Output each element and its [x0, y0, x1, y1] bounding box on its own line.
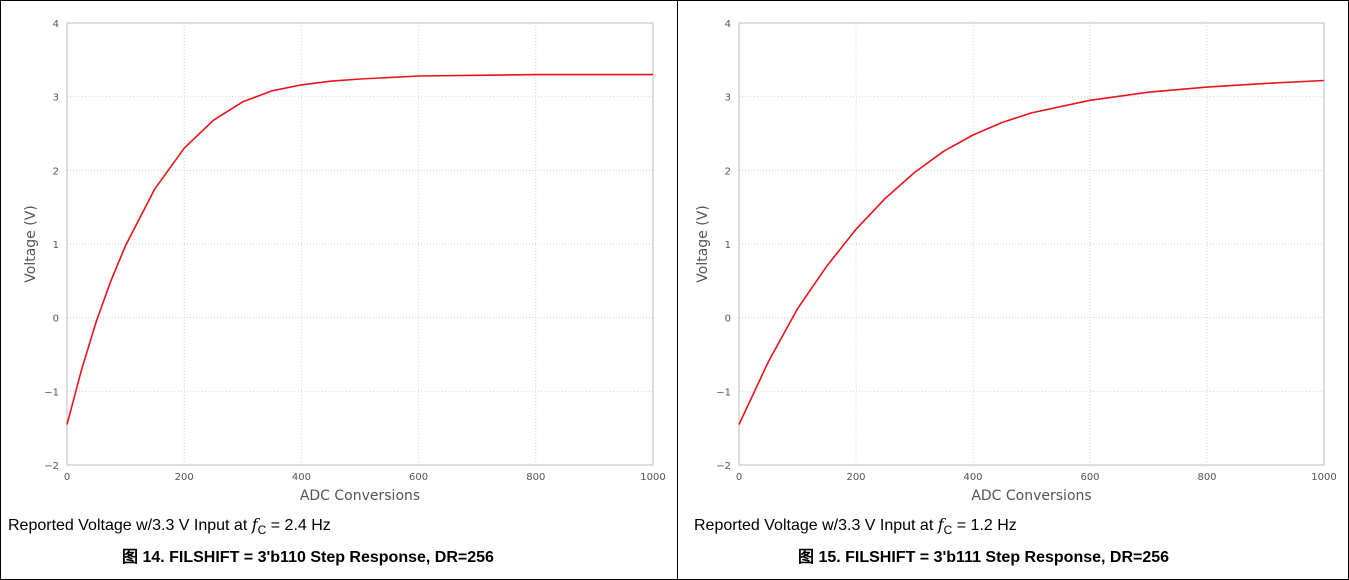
fc-subscript: C — [257, 523, 267, 538]
y-tick-label: 3 — [53, 93, 59, 104]
figure-title-left: 图 14. FILSHIFT = 3'b110 Step Response, D… — [122, 549, 494, 566]
caption-suffix: = 1.2 Hz — [952, 517, 1017, 534]
x-tick-label: 1000 — [1311, 472, 1336, 483]
y-axis-label: Voltage (V) — [23, 205, 39, 282]
plot-frame — [66, 22, 654, 466]
plot-frame — [738, 22, 1325, 466]
x-tick-label: 600 — [409, 472, 428, 483]
y-tick-label: 0 — [53, 314, 59, 325]
x-tick-label: 1000 — [640, 472, 665, 483]
y-tick-label: −2 — [716, 461, 731, 472]
y-tick-label: −1 — [44, 387, 59, 398]
y-tick-label: −1 — [716, 387, 731, 398]
figure-title-right: 图 15. FILSHIFT = 3'b111 Step Response, D… — [798, 549, 1170, 566]
x-axis-label: ADC Conversions — [971, 488, 1091, 504]
x-tick-label: 400 — [292, 472, 311, 483]
x-tick-label: 800 — [526, 472, 545, 483]
fc-symbol: f — [251, 515, 258, 534]
series-line — [738, 79, 1325, 425]
y-axis-label: Voltage (V) — [695, 205, 711, 282]
chart-right: 0 200 400 600 800 1000 4 3 2 1 0 −1 −2 ADC Conversion… — [695, 19, 1337, 504]
y-tick-label: 3 — [725, 93, 731, 104]
y-tick-label: 4 — [725, 19, 731, 30]
chart-panel-left: 0 200 400 600 800 1000 4 3 2 1 0 −1 −2 ADC Conversion… — [8, 19, 666, 566]
chart-left: 0 200 400 600 800 1000 4 3 2 1 0 −1 −2 ADC Conversion… — [23, 19, 666, 504]
chart-panel-right: 0 200 400 600 800 1000 4 3 2 1 0 −1 −2 ADC Conversion… — [678, 0, 1349, 580]
caption-prefix: Reported Voltage w/3.3 V Input at — [8, 517, 252, 534]
x-tick-label: 200 — [846, 472, 865, 483]
y-tick-label: −2 — [44, 461, 59, 472]
x-axis-label: ADC Conversions — [300, 488, 420, 504]
x-tick-label: 0 — [64, 472, 70, 483]
y-tick-label: 1 — [53, 240, 59, 251]
chart-caption-left: Reported Voltage w/3.3 V Input at fC = 2… — [8, 515, 331, 537]
x-tick-label: 400 — [963, 472, 982, 483]
y-tick-label: 0 — [725, 314, 731, 325]
y-tick-label: 2 — [53, 166, 59, 177]
y-tick-label: 4 — [53, 19, 59, 30]
x-tick-label: 0 — [736, 472, 742, 483]
panel-divider — [677, 0, 678, 580]
x-tick-label: 800 — [1197, 472, 1216, 483]
fc-symbol: f — [937, 515, 944, 534]
y-tick-label: 1 — [725, 240, 731, 251]
caption-suffix: = 2.4 Hz — [266, 517, 331, 534]
series-line — [66, 73, 653, 425]
chart-caption-right: Reported Voltage w/3.3 V Input at fC = 1… — [694, 515, 1017, 537]
caption-prefix: Reported Voltage w/3.3 V Input at — [694, 517, 938, 534]
fc-subscript: C — [943, 523, 953, 538]
x-tick-label: 200 — [175, 472, 194, 483]
x-tick-label: 600 — [1080, 472, 1099, 483]
y-tick-label: 2 — [725, 166, 731, 177]
